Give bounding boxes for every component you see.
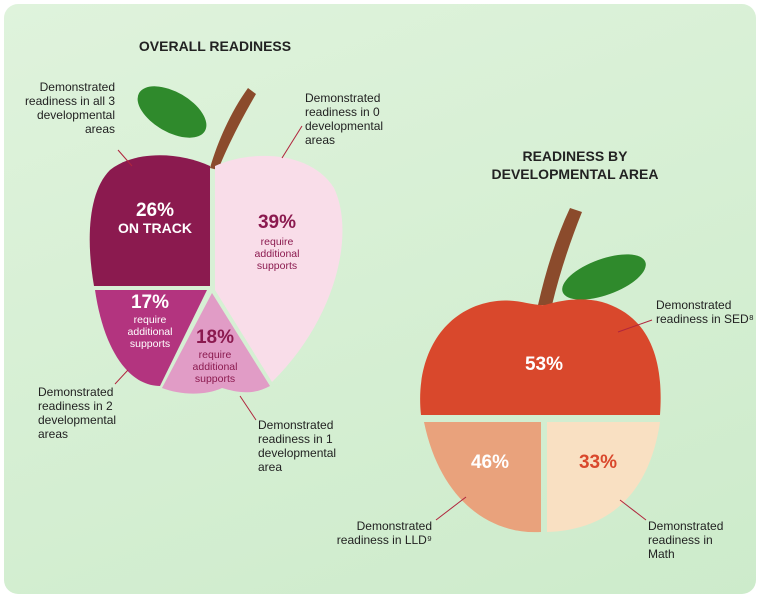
leaf	[137, 86, 207, 138]
value-label: 26%	[135, 200, 175, 221]
apple-segment	[420, 299, 661, 415]
apple-segment	[424, 422, 541, 533]
annotation: Demonstrated readiness in 2 developmenta…	[38, 385, 117, 441]
segment-note: require additional supports	[127, 314, 173, 350]
value-label: 18%	[195, 327, 235, 348]
segment-note: ON TRACK	[118, 220, 192, 236]
leader-line	[114, 369, 129, 385]
segment-note: require additional supports	[254, 236, 300, 272]
annotation: Demonstrated readiness in all 3 developm…	[24, 80, 115, 136]
leader-line	[619, 499, 647, 521]
annotation: Demonstrated readiness in Math	[648, 519, 724, 561]
leader-line	[117, 149, 133, 167]
value-label: 39%	[257, 212, 297, 233]
annotation: Demonstrated readiness in LLD⁹	[336, 519, 432, 547]
stem	[210, 88, 256, 170]
leaf	[562, 254, 646, 300]
leader-line	[617, 319, 653, 333]
value-label: 53%	[524, 354, 564, 375]
value-label: 46%	[470, 452, 510, 473]
pie-slice	[162, 293, 270, 394]
pie-slice	[215, 155, 343, 382]
chart-title: OVERALL READINESS	[138, 38, 292, 54]
leader-line	[239, 395, 257, 421]
leader-line	[435, 496, 467, 521]
pie-slice	[89, 155, 210, 286]
leader-line	[281, 125, 303, 159]
pie-slice	[95, 290, 207, 386]
annotation: Demonstrated readiness in 1 developmenta…	[258, 418, 337, 474]
annotation: Demonstrated readiness in SED⁸	[656, 298, 754, 326]
annotation: Demonstrated readiness in 0 developmenta…	[305, 91, 384, 147]
value-label: 17%	[130, 292, 170, 313]
apple-segment	[547, 422, 660, 532]
segment-note: require additional supports	[192, 349, 238, 385]
stem	[538, 208, 582, 305]
value-label: 33%	[578, 452, 618, 473]
chart-title: READINESS BY DEVELOPMENTAL AREA	[491, 148, 659, 182]
